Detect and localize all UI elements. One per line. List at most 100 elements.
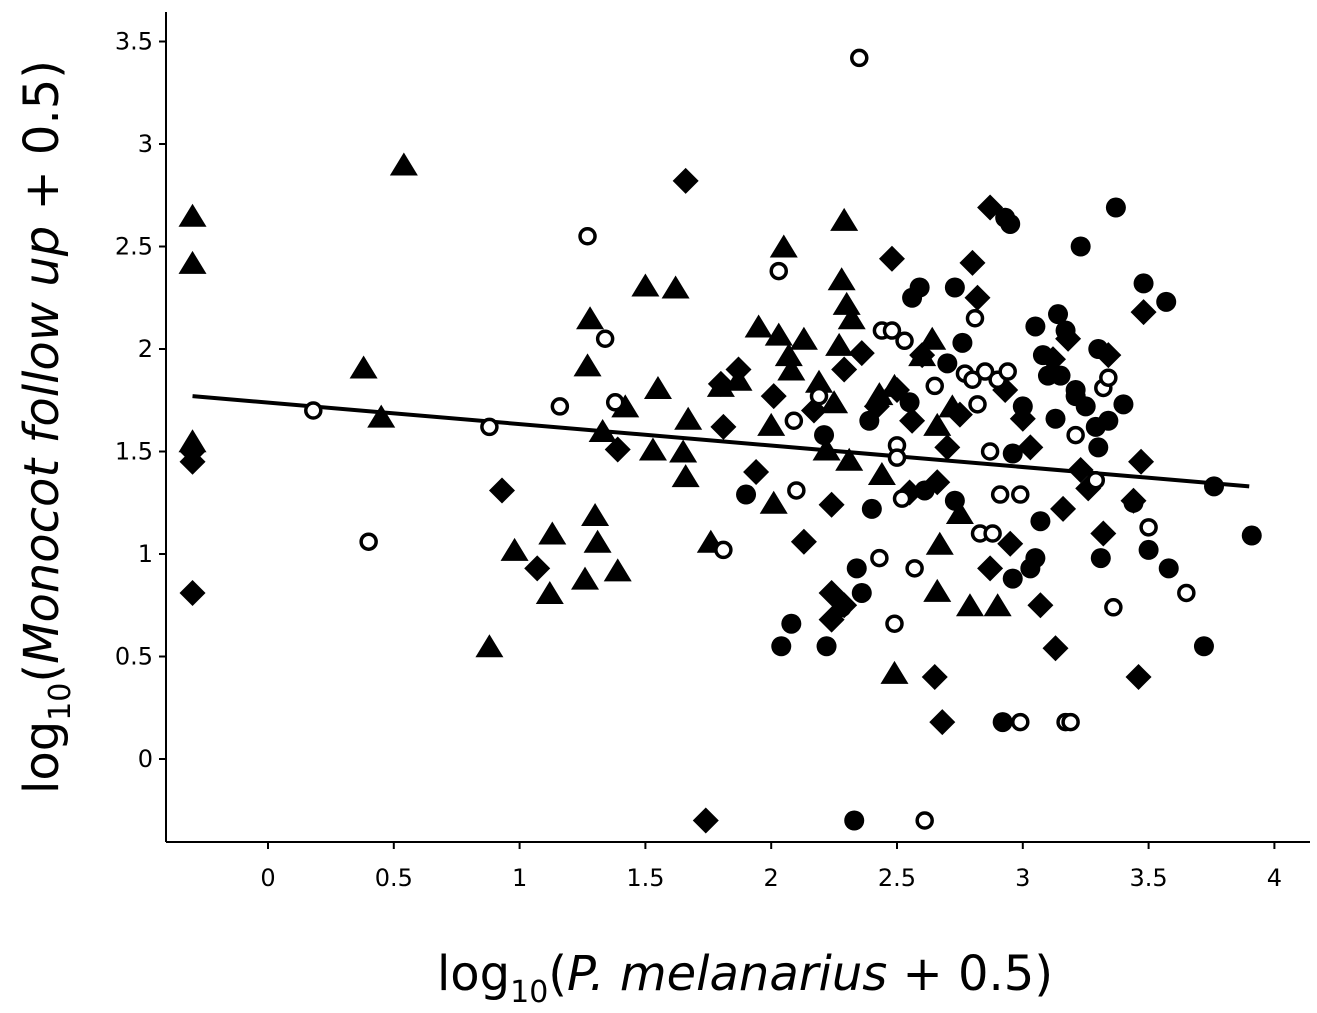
filled-circle-point bbox=[1105, 197, 1126, 218]
filled-circle-point bbox=[909, 277, 930, 298]
filled-circle-point bbox=[1000, 213, 1021, 234]
open-circle-point bbox=[963, 370, 982, 389]
diamond-point bbox=[964, 284, 991, 311]
triangle-point bbox=[367, 404, 396, 428]
diamond-point bbox=[179, 448, 206, 475]
open-circle-point bbox=[892, 489, 912, 508]
diamond-point bbox=[725, 356, 752, 383]
open-circle-point bbox=[1177, 583, 1196, 603]
open-circle-point bbox=[895, 331, 914, 351]
open-circle-point bbox=[1011, 712, 1030, 732]
x-tick-label: 1.5 bbox=[626, 864, 664, 892]
triangle-point bbox=[955, 593, 984, 617]
filled-circle-point bbox=[1030, 511, 1051, 532]
triangle-point bbox=[581, 503, 610, 527]
filled-circle-point bbox=[914, 480, 935, 501]
open-circle-point bbox=[882, 321, 902, 340]
diamond-point bbox=[929, 709, 956, 736]
open-circle-point bbox=[1011, 485, 1030, 504]
open-circle-point bbox=[980, 442, 1000, 461]
x-tick-label: 1 bbox=[512, 864, 527, 892]
open-circle-point bbox=[905, 559, 924, 578]
triangle-point bbox=[757, 412, 786, 436]
filled-circle-point bbox=[1241, 525, 1262, 546]
x-axis-ticks: 0 0.5 1 1.5 2 2.5 3 3.5 4 bbox=[260, 842, 1282, 892]
x-axis-title: log10(P. melanarius + 0.5) bbox=[437, 946, 1053, 1010]
y-axis-title: log10(Monocot follow up + 0.5) bbox=[14, 60, 78, 794]
filled-circle-point bbox=[1204, 476, 1225, 497]
triangle-point bbox=[832, 291, 861, 315]
triangle-point bbox=[764, 322, 793, 346]
filled-circle-point bbox=[1158, 558, 1179, 579]
open-circle-point bbox=[983, 524, 1002, 543]
triangle-point bbox=[475, 634, 504, 658]
triangle-point bbox=[777, 357, 806, 381]
diamond-point bbox=[179, 579, 206, 606]
triangle-point bbox=[588, 419, 617, 442]
y-tick-label: 3.5 bbox=[115, 28, 153, 56]
triangle-point bbox=[638, 437, 667, 461]
triangle-point bbox=[812, 437, 841, 461]
filled-circle-point bbox=[1025, 548, 1046, 569]
diamond-point bbox=[604, 436, 631, 463]
filled-circle-point bbox=[1025, 316, 1046, 337]
triangle-point bbox=[983, 593, 1012, 617]
open-circle-point bbox=[1099, 368, 1118, 387]
axes bbox=[165, 12, 1310, 843]
triangle-point bbox=[835, 447, 864, 471]
triangle-point bbox=[178, 203, 207, 227]
triangle-point bbox=[349, 355, 378, 379]
diamond-point bbox=[1050, 495, 1077, 522]
open-circle-point bbox=[550, 397, 570, 416]
triangle-point bbox=[923, 578, 952, 602]
filled-circle-point bbox=[944, 490, 965, 511]
open-circle-point bbox=[1061, 712, 1080, 732]
filled-circle-point bbox=[1048, 304, 1069, 325]
open-circle-point bbox=[784, 411, 804, 430]
y-tick-label: 1 bbox=[138, 540, 153, 568]
diamond-point bbox=[946, 401, 973, 428]
filled-circle-point bbox=[846, 558, 867, 579]
diamond-point bbox=[818, 491, 845, 518]
triangle-point bbox=[923, 412, 952, 436]
filled-circle-point bbox=[831, 597, 852, 618]
filled-circle-point bbox=[1050, 365, 1071, 386]
open-circle-point bbox=[990, 485, 1010, 504]
triangle-point bbox=[744, 314, 773, 338]
filled-circle-point bbox=[1045, 408, 1066, 429]
filled-circle-point bbox=[1070, 236, 1091, 257]
triangle-point bbox=[631, 273, 660, 297]
diamond-point bbox=[977, 555, 1004, 582]
diamond-point bbox=[1125, 664, 1152, 690]
filled-circle-point bbox=[1012, 396, 1033, 417]
filled-circle-point bbox=[1032, 345, 1053, 366]
diamond-point bbox=[1042, 635, 1069, 662]
triangle-point bbox=[867, 462, 896, 486]
open-circle-point bbox=[968, 395, 987, 414]
filled-circle-point bbox=[1088, 339, 1109, 359]
x-tick-label: 4 bbox=[1267, 864, 1282, 892]
x-tick-label: 3.5 bbox=[1130, 864, 1168, 892]
diamond-point bbox=[878, 245, 905, 272]
triangle-point bbox=[500, 537, 529, 561]
diamond-point bbox=[921, 664, 948, 690]
triangle-point bbox=[880, 660, 909, 684]
y-tick-label: 3 bbox=[138, 130, 153, 158]
filled-circle-point bbox=[1098, 410, 1119, 431]
filled-circle-point bbox=[1138, 539, 1159, 560]
filled-circle-point bbox=[1002, 568, 1023, 589]
diamond-point bbox=[1090, 520, 1117, 547]
triangle-point bbox=[643, 375, 672, 399]
triangle-point bbox=[583, 529, 612, 553]
diamond-point bbox=[1017, 434, 1044, 461]
filled-circle-point bbox=[1055, 320, 1076, 341]
diamond-point bbox=[848, 340, 875, 367]
diamond-point bbox=[790, 528, 817, 555]
filled-circle-point bbox=[992, 712, 1013, 733]
triangle-point bbox=[178, 250, 207, 274]
triangle-point bbox=[830, 207, 859, 231]
open-circle-point bbox=[1104, 598, 1123, 617]
open-circle-point bbox=[1139, 518, 1158, 537]
diamond-point bbox=[743, 459, 770, 485]
triangle-point bbox=[769, 234, 798, 258]
